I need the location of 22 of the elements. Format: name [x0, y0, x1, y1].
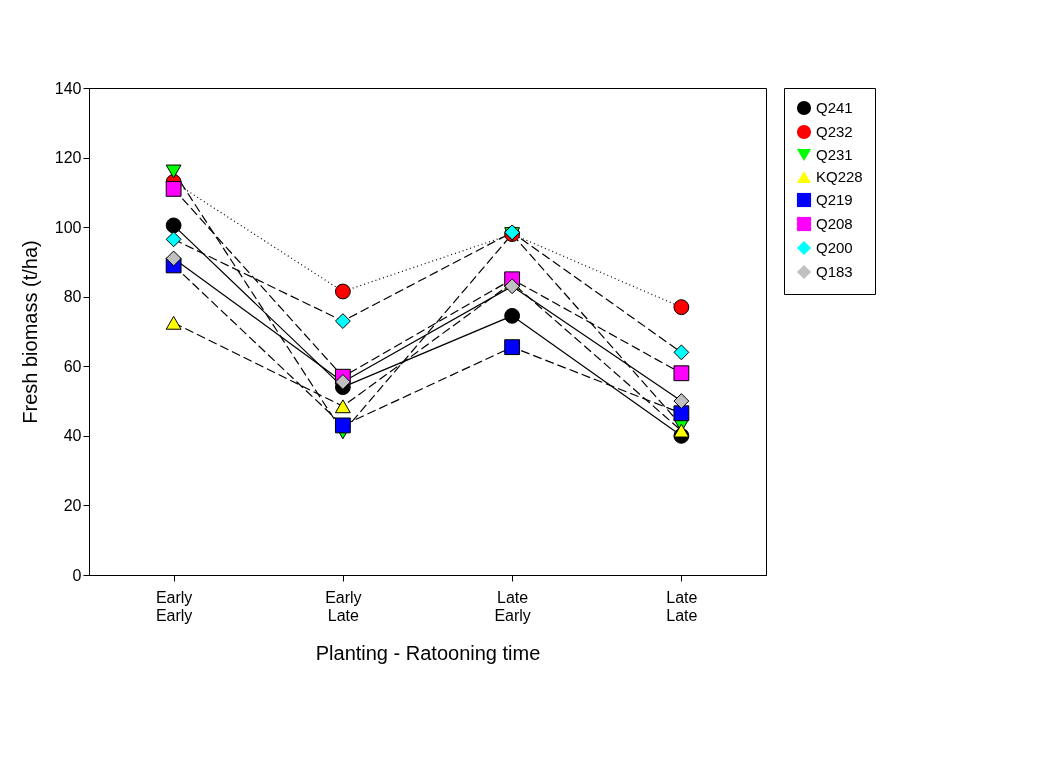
y-tick-label: 60 — [63, 357, 82, 375]
y-tick-label: 0 — [72, 566, 82, 584]
y-tick-label: 140 — [54, 79, 82, 97]
y-tick-label: 40 — [63, 427, 82, 445]
y-tick-label: 80 — [63, 288, 82, 306]
legend-label: KQ228 — [816, 168, 863, 185]
x-tick-label: Early Late — [325, 588, 362, 624]
legend-label: Q183 — [816, 263, 853, 280]
legend-label: Q241 — [816, 99, 853, 116]
x-axis-title: Planting - Ratooning time — [315, 641, 541, 664]
x-tick-label: Late Early — [494, 588, 531, 624]
y-axis-title: Fresh biomass (t/ha) — [18, 240, 41, 424]
x-tick-label: Early Early — [155, 588, 193, 624]
legend-label: Q208 — [816, 215, 853, 232]
legend-label: Q200 — [816, 239, 853, 256]
legend-label: Q232 — [816, 123, 853, 140]
y-tick-label: 100 — [54, 218, 82, 236]
y-tick-label: 120 — [54, 149, 82, 167]
legend-label: Q231 — [816, 146, 853, 163]
legend-label: Q219 — [816, 191, 853, 208]
x-tick-label: Late Late — [666, 588, 698, 624]
y-tick-label: 20 — [63, 496, 82, 514]
